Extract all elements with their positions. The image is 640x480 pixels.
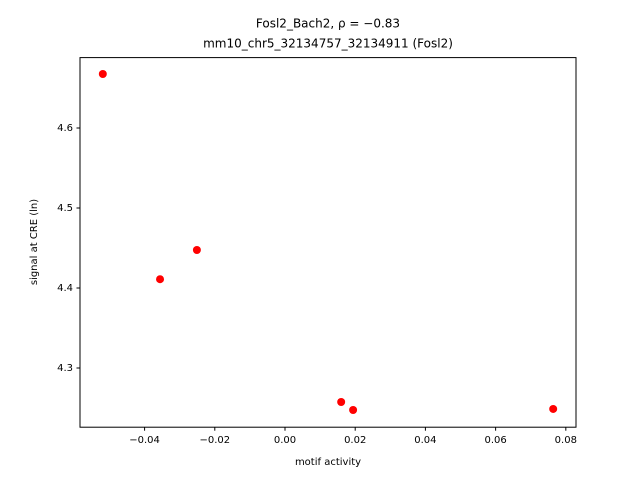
x-tick-label: 0.00 — [274, 435, 296, 446]
y-tick-label: 4.4 — [57, 283, 73, 294]
point — [549, 404, 558, 413]
point — [192, 246, 201, 254]
x-tick-label: 0.08 — [555, 435, 577, 446]
x-tick-label: 0.06 — [484, 435, 506, 446]
point — [337, 398, 346, 406]
plot-frame — [79, 57, 577, 428]
x-tick-label: −0.02 — [199, 435, 230, 446]
y-axis-label: signal at CRE (ln) — [29, 199, 40, 285]
point — [349, 406, 358, 414]
y-tick-label: 4.3 — [57, 363, 73, 374]
x-tick-label: 0.02 — [344, 435, 366, 446]
chart-title: Fosl2_Bach2, ρ = −0.83 — [256, 17, 400, 31]
y-tick-label: 4.6 — [57, 123, 73, 134]
chart-subtitle: mm10_chr5_32134757_32134911 (Fosl2) — [203, 37, 453, 51]
x-tick-label: 0.04 — [414, 435, 436, 446]
x-axis-label: motif activity — [295, 457, 361, 468]
point — [98, 70, 107, 78]
point — [156, 275, 165, 284]
y-tick-label: 4.5 — [57, 203, 73, 214]
x-tick-label: −0.04 — [129, 435, 160, 446]
